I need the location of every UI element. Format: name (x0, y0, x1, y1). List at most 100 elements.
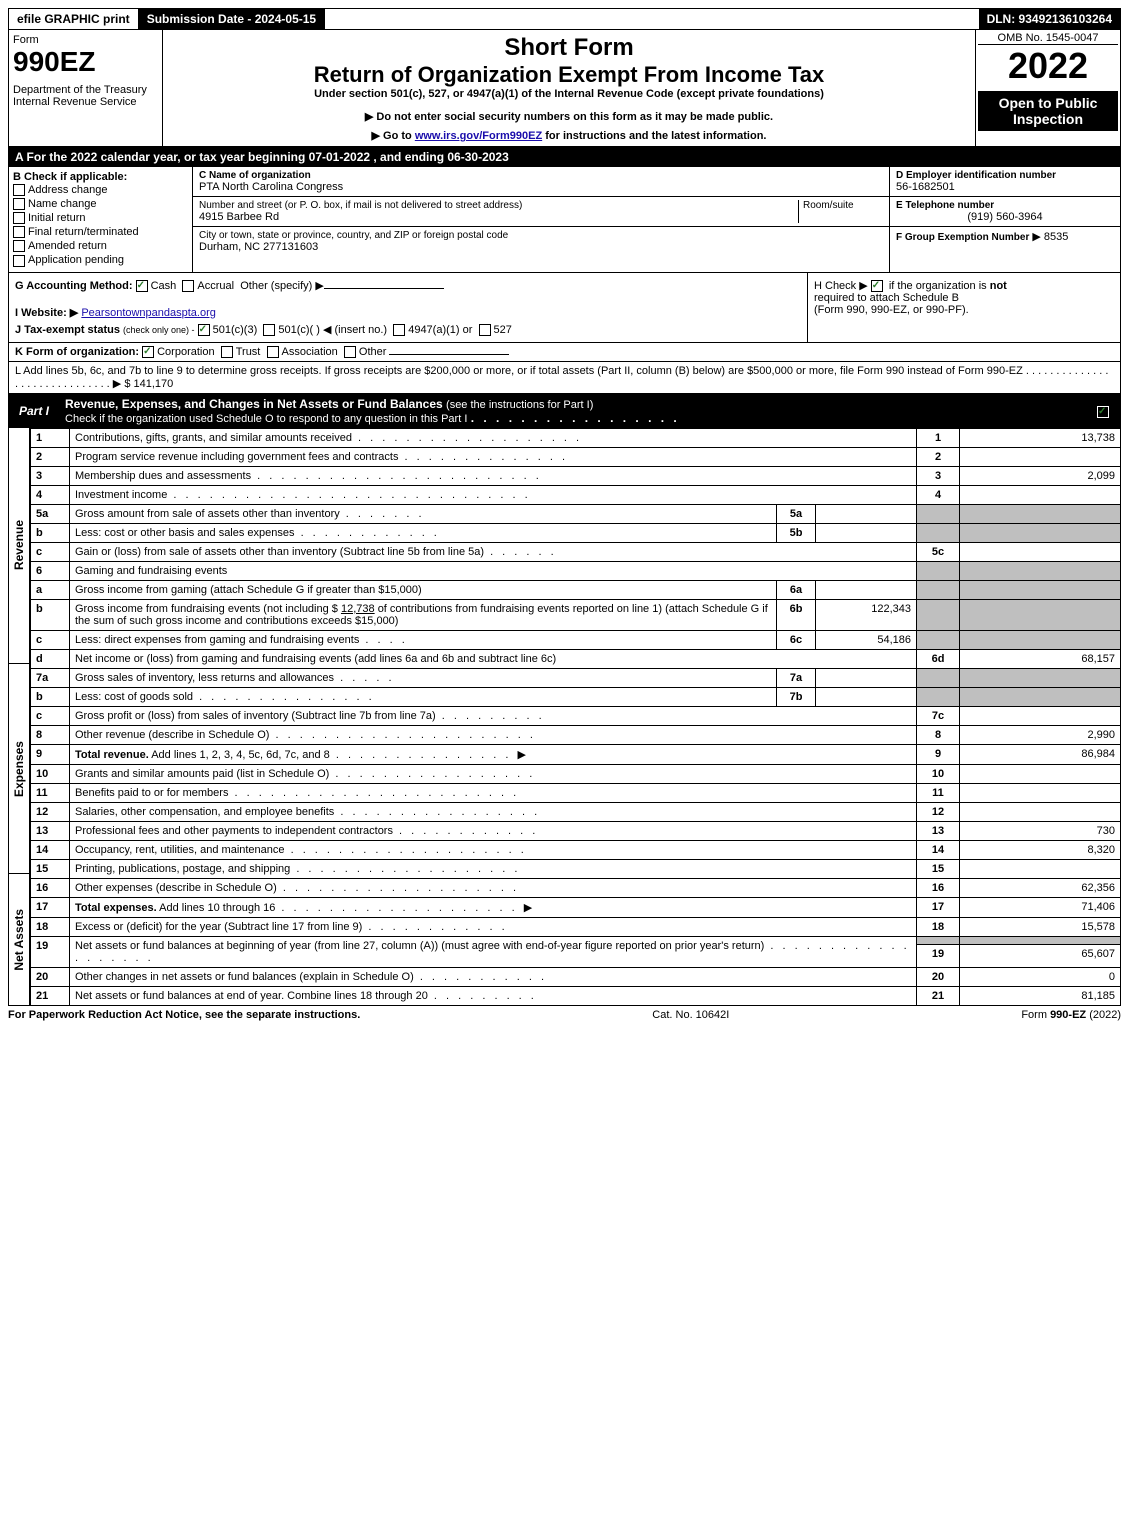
footer-left: For Paperwork Reduction Act Notice, see … (8, 1009, 360, 1021)
under-section: Under section 501(c), 527, or 4947(a)(1)… (167, 88, 971, 100)
j-row: J Tax-exempt status (check only one) - 5… (15, 323, 801, 336)
checkbox-name-change[interactable] (13, 198, 25, 210)
checkbox-assoc[interactable] (267, 346, 279, 358)
i-label: I Website: ▶ (15, 307, 78, 319)
open-to-public: Open to Public Inspection (978, 91, 1118, 131)
j-opt2: 501(c)( ) ◀ (insert no.) (278, 324, 387, 336)
l12-desc: Salaries, other compensation, and employ… (75, 806, 334, 818)
l6c-mid: 6c (777, 630, 816, 649)
l6a-mid: 6a (777, 580, 816, 599)
l7a-desc: Gross sales of inventory, less returns a… (75, 672, 334, 684)
l20-desc: Other changes in net assets or fund bala… (75, 971, 414, 983)
checkbox-accrual[interactable] (182, 280, 194, 292)
f-label: F Group Exemption Number (896, 232, 1029, 243)
l7c-amt (960, 706, 1121, 725)
checkbox-501c3[interactable] (198, 324, 210, 336)
checkbox-schedule-o[interactable] (1097, 406, 1109, 418)
gh-block: G Accounting Method: Cash Accrual Other … (8, 273, 1121, 343)
c-street-label: Number and street (or P. O. box, if mail… (199, 200, 798, 211)
l-text: L Add lines 5b, 6c, and 7b to line 9 to … (15, 365, 1108, 390)
j-opt1: 501(c)(3) (213, 324, 258, 336)
section-c: C Name of organization PTA North Carolin… (193, 167, 890, 272)
checkbox-4947[interactable] (393, 324, 405, 336)
page-footer: For Paperwork Reduction Act Notice, see … (8, 1006, 1121, 1024)
k-assoc: Association (282, 346, 338, 358)
l15-amt (960, 859, 1121, 878)
k-label: K Form of organization: (15, 346, 139, 358)
checkbox-amended[interactable] (13, 240, 25, 252)
org-name: PTA North Carolina Congress (199, 181, 883, 193)
form-word: Form (13, 34, 158, 46)
l20-amt: 0 (960, 967, 1121, 986)
checkbox-corp[interactable] (142, 346, 154, 358)
l15-desc: Printing, publications, postage, and shi… (75, 863, 290, 875)
part1-title: Revenue, Expenses, and Changes in Net As… (59, 394, 1089, 428)
checkbox-app-pending[interactable] (13, 255, 25, 267)
group-exemption: ▶ 8535 (1032, 231, 1068, 243)
l10-desc: Grants and similar amounts paid (list in… (75, 768, 329, 780)
website-link[interactable]: Pearsontownpandaspta.org (81, 307, 216, 319)
l6d-desc: Net income or (loss) from gaming and fun… (75, 653, 556, 665)
l7a-midval (816, 668, 917, 687)
l5c-amt (960, 542, 1121, 561)
l5a-mid: 5a (777, 504, 816, 523)
k-other-input[interactable] (389, 354, 509, 355)
l3-desc: Membership dues and assessments (75, 470, 251, 482)
l5b-desc: Less: cost or other basis and sales expe… (75, 527, 295, 539)
checkbox-h[interactable] (871, 280, 883, 292)
l4-amt (960, 485, 1121, 504)
l7a-mid: 7a (777, 668, 816, 687)
checkbox-address-change[interactable] (13, 184, 25, 196)
c-city-label: City or town, state or province, country… (199, 230, 883, 241)
revenue-side-label: Revenue (10, 516, 28, 574)
l8-desc: Other revenue (describe in Schedule O) (75, 729, 269, 741)
i-row: I Website: ▶ Pearsontownpandaspta.org (15, 306, 801, 319)
l16-amt: 62,356 (960, 878, 1121, 897)
header-left: Form 990EZ Department of the Treasury In… (9, 30, 163, 146)
dept-label: Department of the Treasury (13, 84, 158, 96)
ein-value: 56-1682501 (896, 181, 1114, 193)
l6b-desc1: Gross income from fundraising events (no… (75, 603, 338, 615)
l9-amt: 86,984 (960, 744, 1121, 764)
l13-amt: 730 (960, 821, 1121, 840)
section-g-i-j: G Accounting Method: Cash Accrual Other … (9, 273, 807, 342)
org-street: 4915 Barbee Rd (199, 211, 798, 223)
b-label: B Check if applicable: (13, 171, 188, 183)
form-header: Form 990EZ Department of the Treasury In… (8, 30, 1121, 147)
l13-desc: Professional fees and other payments to … (75, 825, 393, 837)
form-number: 990EZ (13, 46, 158, 78)
checkbox-501c[interactable] (263, 324, 275, 336)
phone-value: (919) 560-3964 (896, 211, 1114, 223)
part1-label: Part I (9, 401, 59, 421)
l10-amt (960, 764, 1121, 783)
section-a-tax-year: A For the 2022 calendar year, or tax yea… (8, 147, 1121, 167)
top-bar: efile GRAPHIC print Submission Date - 20… (8, 8, 1121, 30)
goto-tail: for instructions and the latest informat… (542, 130, 766, 142)
side-labels: Revenue Expenses Net Assets (8, 428, 30, 1006)
l6c-midval: 54,186 (816, 630, 917, 649)
g-other-input[interactable] (324, 288, 444, 289)
j-opt3: 4947(a)(1) or (408, 324, 472, 336)
l5c-desc: Gain or (loss) from sale of assets other… (75, 546, 484, 558)
checkbox-other-org[interactable] (344, 346, 356, 358)
checkbox-trust[interactable] (221, 346, 233, 358)
irs-link[interactable]: www.irs.gov/Form990EZ (415, 130, 542, 142)
checkbox-initial-return[interactable] (13, 212, 25, 224)
dln-label: DLN: 93492136103264 (979, 9, 1120, 29)
l7b-mid: 7b (777, 687, 816, 706)
c-name-label: C Name of organization (199, 170, 883, 181)
lines-table: 1Contributions, gifts, grants, and simil… (30, 428, 1121, 1006)
checkbox-527[interactable] (479, 324, 491, 336)
l7b-desc: Less: cost of goods sold (75, 691, 193, 703)
checkbox-final-return[interactable] (13, 226, 25, 238)
checkbox-cash[interactable] (136, 280, 148, 292)
l19-amt: 65,607 (960, 945, 1121, 968)
info-block: B Check if applicable: Address change Na… (8, 167, 1121, 273)
g-accrual: Accrual (197, 280, 234, 292)
b-opt-5: Application pending (28, 254, 124, 266)
g-other: Other (specify) ▶ (240, 280, 324, 292)
l21-desc: Net assets or fund balances at end of ye… (75, 990, 428, 1002)
l5b-midval (816, 523, 917, 542)
l18-desc: Excess or (deficit) for the year (Subtra… (75, 921, 362, 933)
l18-amt: 15,578 (960, 917, 1121, 936)
